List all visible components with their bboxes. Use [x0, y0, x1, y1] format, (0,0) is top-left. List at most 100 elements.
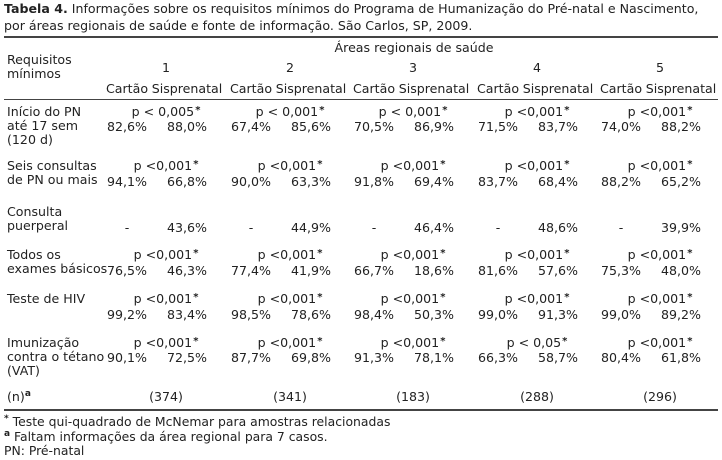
sisprenatal-value: 91,3%	[537, 307, 578, 322]
significance-star: *	[193, 292, 199, 303]
row-label: Imunização	[7, 335, 80, 350]
n-label-sup: a	[24, 388, 31, 399]
area-number: 5	[655, 60, 664, 75]
significance-star: *	[442, 105, 448, 116]
sisprenatal-value: 43,6%	[166, 220, 207, 235]
row-label: Todos os	[7, 247, 61, 262]
row-label: até 17 sem	[7, 118, 79, 133]
sisprenatal-value: 57,6%	[537, 263, 578, 278]
row-label: exames básicos	[7, 261, 108, 276]
sisprenatal-value: 50,3%	[413, 307, 454, 322]
p-value: p <0,001*	[358, 291, 468, 309]
top-rule	[4, 36, 718, 38]
p-value-text: p <0,001	[627, 104, 687, 119]
cartao-value: 87,7%	[230, 350, 271, 365]
area-number: 4	[532, 60, 541, 75]
footnote-a-mark: a	[4, 428, 11, 439]
p-value-text: p <0,001	[627, 335, 687, 350]
p-value-text: p <0,001	[504, 247, 564, 262]
significance-star: *	[687, 248, 693, 259]
n-value: (296)	[643, 389, 677, 404]
bottom-rule	[4, 409, 718, 411]
sisprenatal-value: 89,2%	[660, 307, 701, 322]
significance-star: *	[440, 292, 446, 303]
p-value: p <0,001*	[605, 291, 715, 309]
subhead-cartao: Cartão	[229, 81, 273, 96]
subhead-cartao: Cartão	[105, 81, 149, 96]
area-number: 3	[408, 60, 417, 75]
cartao-value: 99,2%	[106, 307, 147, 322]
significance-star: *	[317, 248, 323, 259]
significance-star: *	[564, 105, 570, 116]
footnote-test-text: Teste qui-quadrado de McNemar para amost…	[8, 414, 391, 429]
row-label: de PN ou mais	[7, 172, 98, 187]
row-label: Teste de HIV	[7, 291, 86, 306]
subhead-sisprenatal: Sisprenatal	[151, 81, 223, 96]
significance-star: *	[564, 159, 570, 170]
significance-star: *	[564, 248, 570, 259]
p-value: p <0,001*	[482, 291, 592, 309]
p-value-text: p <0,001	[504, 104, 564, 119]
p-value-text: p <0,001	[380, 335, 440, 350]
sisprenatal-value: 86,9%	[413, 119, 454, 134]
p-value-text: p <0,001	[257, 158, 317, 173]
header-rule	[4, 99, 718, 100]
table-caption: Tabela 4. Informações sobre os requisito…	[4, 0, 718, 34]
footnote-missing: a Faltam informações da área regional pa…	[4, 429, 328, 445]
sisprenatal-value: 68,4%	[537, 174, 578, 189]
area-number: 1	[161, 60, 170, 75]
significance-star: *	[319, 105, 325, 116]
sisprenatal-value: 44,9%	[290, 220, 331, 235]
p-value: p < 0,005*	[111, 104, 221, 122]
cartao-value: 66,3%	[477, 350, 518, 365]
significance-star: *	[687, 159, 693, 170]
caption-label: Tabela 4.	[4, 1, 68, 16]
p-value: p <0,001*	[358, 158, 468, 176]
subhead-cartao: Cartão	[352, 81, 396, 96]
significance-star: *	[193, 159, 199, 170]
n-value: (341)	[273, 389, 307, 404]
p-value: p <0,001*	[235, 247, 345, 265]
sisprenatal-value: 46,4%	[413, 220, 454, 235]
sisprenatal-value: 63,3%	[290, 174, 331, 189]
sisprenatal-value: 39,9%	[660, 220, 701, 235]
sisprenatal-value: 48,6%	[537, 220, 578, 235]
significance-star: *	[440, 336, 446, 347]
cartao-value: 80,4%	[600, 350, 641, 365]
significance-star: *	[440, 248, 446, 259]
sisprenatal-value: 88,0%	[166, 119, 207, 134]
significance-star: *	[687, 336, 693, 347]
p-value: p <0,001*	[235, 158, 345, 176]
p-value-text: p <0,001	[133, 291, 193, 306]
p-value: p <0,001*	[605, 247, 715, 265]
cartao-value: 77,4%	[230, 263, 271, 278]
n-label-text: (n)	[7, 389, 25, 404]
significance-star: *	[687, 105, 693, 116]
sisprenatal-value: 72,5%	[166, 350, 207, 365]
p-value-text: p <0,001	[133, 247, 193, 262]
p-value: p <0,001*	[482, 247, 592, 265]
subhead-sisprenatal: Sisprenatal	[275, 81, 347, 96]
cartao-value: 99,0%	[600, 307, 641, 322]
significance-star: *	[562, 336, 568, 347]
cartao-value: 71,5%	[477, 119, 518, 134]
significance-star: *	[317, 159, 323, 170]
sisprenatal-value: 85,6%	[290, 119, 331, 134]
row-label: Seis consultas	[7, 158, 97, 173]
n-value: (288)	[520, 389, 554, 404]
sisprenatal-value: 78,1%	[413, 350, 454, 365]
p-value: p <0,001*	[358, 335, 468, 353]
p-value-text: p <0,001	[627, 247, 687, 262]
row-label: (120 d)	[7, 132, 53, 147]
cartao-value: 82,6%	[106, 119, 147, 134]
p-value: p < 0,001*	[235, 104, 345, 122]
p-value-text: p <0,001	[133, 335, 193, 350]
subhead-sisprenatal: Sisprenatal	[522, 81, 594, 96]
sisprenatal-value: 69,8%	[290, 350, 331, 365]
p-value-text: p <0,001	[380, 247, 440, 262]
area-number: 2	[285, 60, 294, 75]
p-value-text: p <0,001	[257, 291, 317, 306]
sisprenatal-value: 18,6%	[413, 263, 454, 278]
subhead-sisprenatal: Sisprenatal	[398, 81, 470, 96]
significance-star: *	[687, 292, 693, 303]
